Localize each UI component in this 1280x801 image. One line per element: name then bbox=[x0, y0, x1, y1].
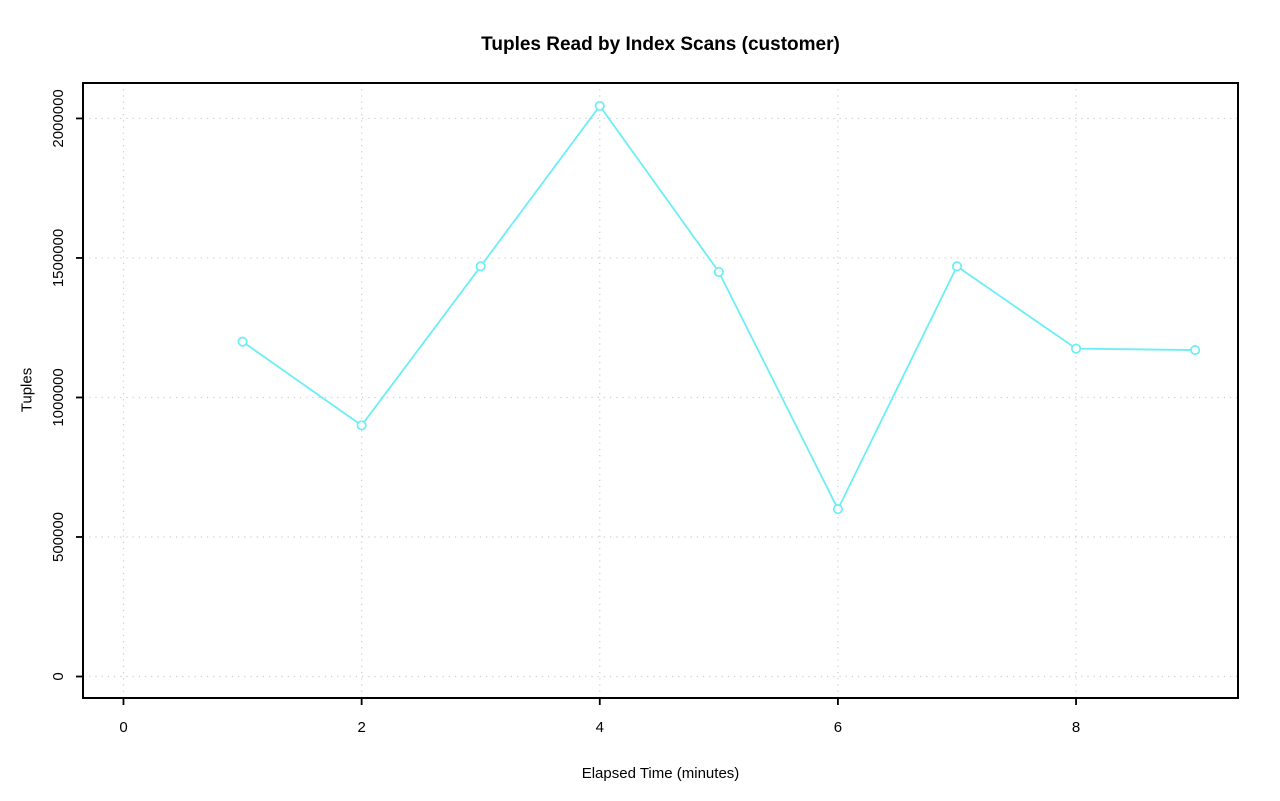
y-tick-label: 0 bbox=[50, 672, 67, 680]
data-line bbox=[241, 104, 1197, 512]
x-tick-label: 4 bbox=[596, 719, 604, 736]
x-axis-title: Elapsed Time (minutes) bbox=[581, 765, 740, 782]
x-tick-label: 6 bbox=[834, 719, 842, 736]
x-tick-label: 8 bbox=[1072, 719, 1080, 736]
y-axis-title: Tuples bbox=[18, 367, 36, 413]
data-point bbox=[356, 420, 367, 431]
data-point bbox=[475, 261, 486, 272]
data-point bbox=[1071, 343, 1082, 354]
y-tick-label: 2000000 bbox=[50, 89, 67, 147]
data-point bbox=[237, 336, 248, 347]
x-tick-label: 2 bbox=[357, 719, 365, 736]
y-tick-label: 1500000 bbox=[50, 229, 67, 287]
x-tick-label: 0 bbox=[119, 719, 127, 736]
data-point bbox=[713, 266, 724, 277]
data-point bbox=[594, 100, 605, 111]
chart-title: Tuples Read by Index Scans (customer) bbox=[481, 34, 840, 55]
data-point bbox=[1190, 344, 1201, 356]
data-point bbox=[951, 261, 963, 272]
data-point bbox=[832, 504, 843, 515]
y-tick-label: 1000000 bbox=[50, 368, 67, 426]
y-tick-label: 500000 bbox=[50, 512, 67, 562]
plot-box bbox=[82, 82, 1239, 699]
